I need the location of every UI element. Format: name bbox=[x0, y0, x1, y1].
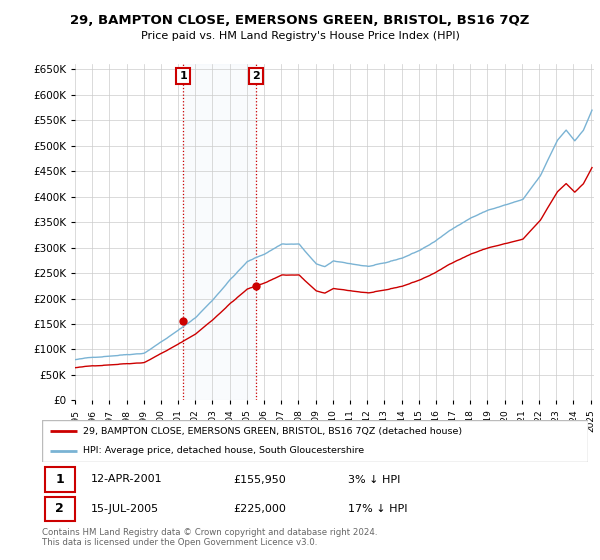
Text: 29, BAMPTON CLOSE, EMERSONS GREEN, BRISTOL, BS16 7QZ: 29, BAMPTON CLOSE, EMERSONS GREEN, BRIST… bbox=[70, 14, 530, 27]
Text: HPI: Average price, detached house, South Gloucestershire: HPI: Average price, detached house, Sout… bbox=[83, 446, 364, 455]
Text: £155,950: £155,950 bbox=[233, 474, 286, 484]
Text: 1: 1 bbox=[55, 473, 64, 486]
Text: 1: 1 bbox=[179, 71, 187, 81]
Text: £225,000: £225,000 bbox=[233, 504, 286, 514]
Text: 17% ↓ HPI: 17% ↓ HPI bbox=[348, 504, 407, 514]
Text: Contains HM Land Registry data © Crown copyright and database right 2024.
This d: Contains HM Land Registry data © Crown c… bbox=[42, 528, 377, 547]
Text: 29, BAMPTON CLOSE, EMERSONS GREEN, BRISTOL, BS16 7QZ (detached house): 29, BAMPTON CLOSE, EMERSONS GREEN, BRIST… bbox=[83, 427, 462, 436]
Text: 2: 2 bbox=[252, 71, 260, 81]
Text: 12-APR-2001: 12-APR-2001 bbox=[91, 474, 163, 484]
FancyBboxPatch shape bbox=[45, 497, 75, 521]
Text: Price paid vs. HM Land Registry's House Price Index (HPI): Price paid vs. HM Land Registry's House … bbox=[140, 31, 460, 41]
Text: 3% ↓ HPI: 3% ↓ HPI bbox=[348, 474, 400, 484]
FancyBboxPatch shape bbox=[45, 467, 75, 492]
Text: 15-JUL-2005: 15-JUL-2005 bbox=[91, 504, 159, 514]
Text: 2: 2 bbox=[55, 502, 64, 515]
Bar bbox=[183, 64, 256, 400]
